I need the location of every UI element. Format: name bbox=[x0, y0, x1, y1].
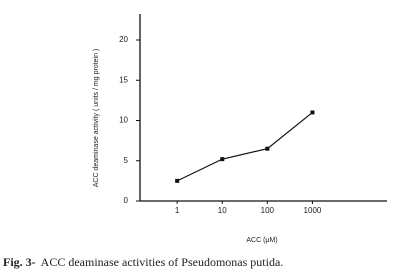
y-tick-label: 5 bbox=[124, 156, 129, 165]
point bbox=[265, 146, 270, 151]
x-tick-label: 1000 bbox=[304, 206, 322, 215]
caption: Fig. 3- ACC deaminase activities of Pseud… bbox=[3, 255, 283, 269]
y-tick-label: 20 bbox=[119, 35, 128, 44]
x-tick-label: 100 bbox=[261, 206, 275, 215]
x-tick-label: 10 bbox=[218, 206, 227, 215]
point bbox=[220, 157, 225, 162]
y-tick-label: 10 bbox=[119, 116, 128, 125]
point bbox=[310, 110, 315, 115]
y-axis-label: ACC deaminase activity ( units / mg prot… bbox=[93, 49, 100, 188]
y-tick-label: 0 bbox=[124, 196, 129, 205]
x-tick-label: 1 bbox=[175, 206, 180, 215]
series-line bbox=[176, 111, 313, 182]
x-axis-label: ACC (μM) bbox=[246, 237, 277, 244]
y-tick-label: 15 bbox=[119, 75, 128, 84]
caption-text: ACC deaminase activities of Pseudomonas … bbox=[41, 255, 284, 269]
point bbox=[175, 178, 180, 183]
caption-label: Fig. 3- bbox=[3, 255, 36, 269]
